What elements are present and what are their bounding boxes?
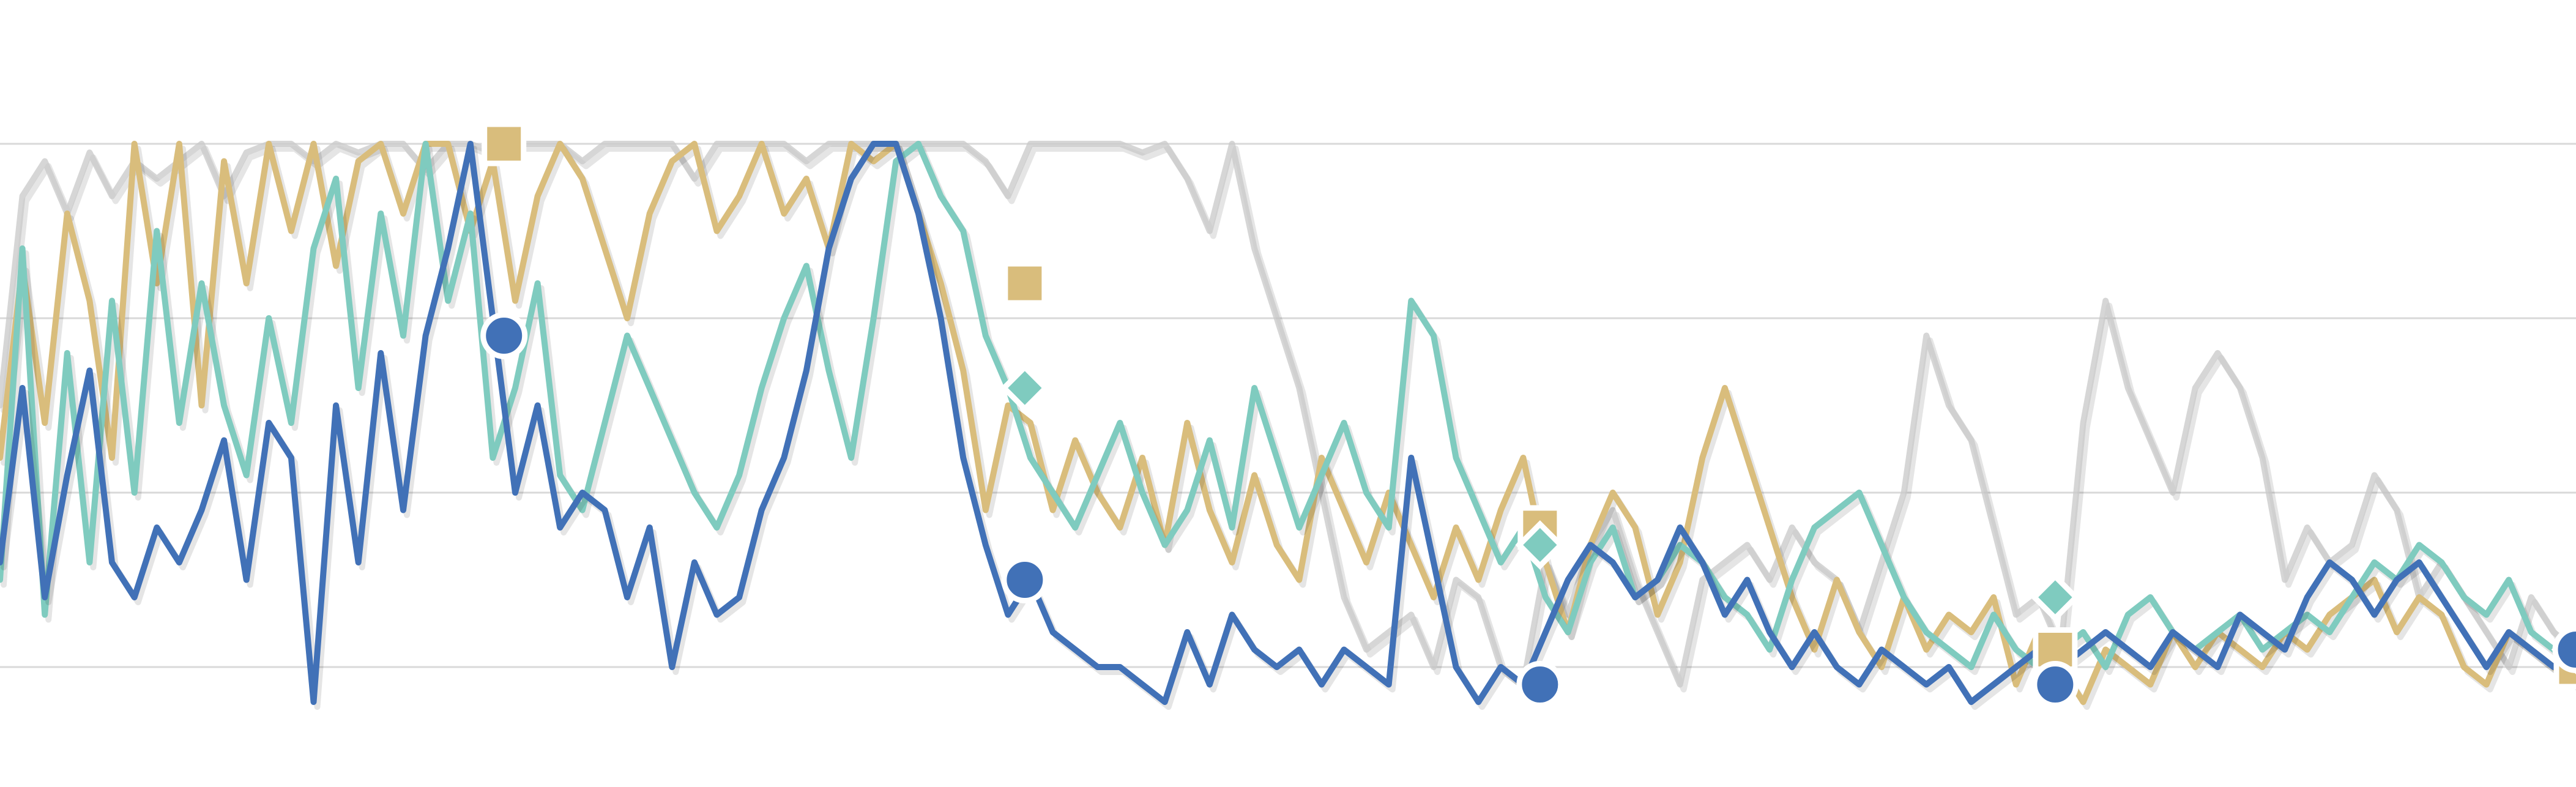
series-1-marker-1 — [1002, 261, 1048, 306]
marker-layer — [480, 121, 2576, 708]
series-2-marker-0 — [1000, 363, 1050, 413]
series-2-marker-2 — [2030, 572, 2080, 622]
series-3-marker-3 — [2031, 661, 2079, 708]
series-3-marker-0 — [480, 312, 528, 359]
series-layer — [0, 141, 2576, 710]
series-1-marker-0 — [482, 121, 527, 166]
series-3-marker-1 — [1001, 556, 1049, 603]
series-3-line — [0, 141, 2576, 705]
series-1-line — [0, 141, 2576, 705]
series-3-marker-2 — [1516, 661, 1564, 708]
series-3-marker-4 — [2552, 626, 2576, 673]
series-2-line — [0, 141, 2576, 670]
series-2-marker-1 — [1515, 520, 1565, 570]
